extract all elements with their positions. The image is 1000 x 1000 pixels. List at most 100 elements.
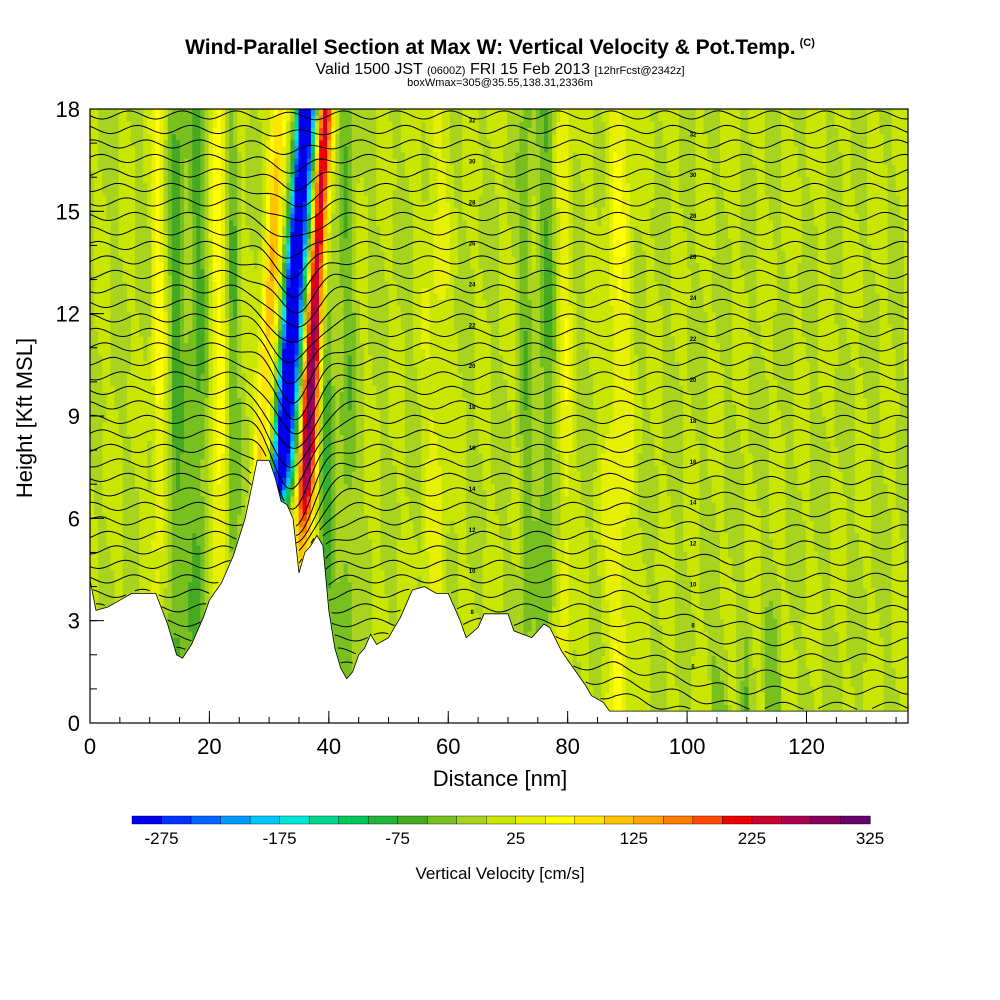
y-axis: 0 3 6 9 12 15 18 [56, 97, 104, 736]
title-text: Wind-Parallel Section at Max W: Vertical… [185, 36, 796, 59]
forecast-info: [12hrFcst@2342z] [594, 65, 684, 77]
theta-label: 26 [690, 255, 697, 261]
terrain [89, 459, 909, 724]
chart-title: Wind-Parallel Section at Max W: Vertical… [0, 36, 1000, 60]
x-tick-label: 100 [669, 734, 706, 759]
copyright-mark: (C) [800, 37, 815, 49]
theta-contour [90, 400, 908, 468]
colorbar-swatch [249, 815, 281, 825]
theta-contours [90, 110, 908, 710]
colorbar-swatch [308, 815, 340, 825]
theta-label: 28 [690, 214, 697, 220]
colorbar-swatch [456, 815, 487, 825]
x-tick-label: 120 [788, 734, 825, 759]
x-axis: 0 20 40 60 80 100 120 [84, 711, 897, 759]
colorbar-swatch [131, 815, 163, 825]
x-tick-label: 60 [436, 734, 460, 759]
theta-contour [90, 414, 908, 490]
theta-label: 14 [690, 501, 697, 507]
x-axis-label: Distance [nm] [0, 766, 1000, 792]
x-tick-label: 0 [84, 734, 96, 759]
theta-contour [90, 342, 908, 404]
theta-contour [90, 559, 908, 582]
theta-label: 16 [690, 460, 697, 466]
chart-subtitle: Valid 1500 JST (0600Z) FRI 15 Feb 2013 [… [0, 61, 1000, 79]
colorbar-tick-label: -275 [145, 829, 179, 848]
theta-label: 12 [469, 528, 476, 534]
colorbar-tick-label: -75 [385, 829, 410, 848]
colorbar-swatch [190, 815, 222, 825]
theta-label: 30 [469, 160, 476, 166]
theta-contour [90, 429, 908, 510]
theta-contour [173, 632, 908, 663]
theta-contour [90, 313, 908, 364]
colorbar-swatch [692, 815, 724, 825]
theta-contour-labels: 32 32 30 30 28 28 26 26 24 24 22 22 20 20 18 18 16 16 14 14… [469, 119, 697, 671]
y-tick-label: 6 [68, 506, 80, 531]
y-tick-label: 9 [68, 404, 80, 429]
theta-contour [90, 153, 908, 174]
theta-contour [90, 574, 908, 599]
valid-zulu: (0600Z) [427, 65, 466, 77]
theta-contour [90, 327, 908, 385]
theta-contour [90, 226, 908, 259]
theta-label: 18 [690, 419, 697, 425]
colorbar-swatch [279, 815, 310, 825]
y-tick-label: 15 [56, 199, 80, 224]
colorbar-tick-label: -175 [263, 829, 297, 848]
theta-contour [585, 676, 908, 710]
colorbar-swatch [338, 815, 369, 825]
y-tick-label: 0 [68, 711, 80, 736]
theta-contour [90, 356, 908, 421]
theta-label: 8 [691, 623, 695, 629]
theta-contour [340, 661, 908, 695]
theta-label: 14 [469, 487, 476, 493]
theta-contour [90, 458, 908, 536]
theta-contour [90, 110, 908, 121]
theta-label: 24 [469, 282, 476, 288]
theta-label: 32 [469, 119, 476, 125]
colorbar-tick-label: 225 [738, 829, 766, 848]
theta-contour [90, 269, 908, 314]
theta-contour [90, 516, 908, 537]
colorbar-swatch [486, 815, 517, 825]
theta-label: 22 [690, 337, 697, 343]
theta-contour [90, 501, 908, 564]
colorbar-swatch [367, 815, 399, 825]
theta-contour [90, 298, 908, 343]
theta-label: 26 [469, 241, 476, 247]
colorbar-swatch [604, 815, 635, 825]
colorbar-label: Vertical Velocity [cm/s] [0, 864, 1000, 884]
theta-contour [90, 487, 908, 551]
theta-label: 28 [469, 201, 476, 207]
y-tick-label: 18 [56, 97, 80, 122]
theta-contour [90, 545, 908, 566]
theta-contour [90, 139, 908, 156]
colorbar: -275 -175 -75 25 125 225 325 [131, 815, 884, 848]
theta-label: 16 [469, 446, 476, 452]
theta-label: 30 [690, 173, 697, 179]
x-tick-label: 80 [555, 734, 579, 759]
theta-label: 22 [469, 323, 476, 329]
theta-contour [600, 693, 691, 710]
theta-contour [90, 371, 908, 435]
colorbar-swatch [515, 815, 546, 825]
theta-label: 8 [470, 610, 474, 616]
theta-label: 12 [690, 542, 697, 548]
y-tick-label: 3 [68, 609, 80, 634]
theta-label: 24 [690, 296, 697, 302]
colorbar-swatch [574, 815, 605, 825]
theta-contour [90, 385, 908, 449]
theta-label: 20 [690, 378, 697, 384]
theta-label: 20 [469, 364, 476, 370]
colorbar-swatch [545, 815, 576, 825]
box-info: boxWmax=305@35.55,138.31,2336m [0, 77, 1000, 89]
theta-contour [90, 443, 908, 527]
theta-label: 10 [469, 569, 476, 575]
valid-time: Valid 1500 JST [315, 61, 422, 78]
colorbar-swatch [781, 815, 812, 825]
valid-date: FRI 15 Feb 2013 [470, 61, 590, 78]
theta-contour [90, 284, 908, 328]
colorbar-swatch [633, 815, 664, 825]
theta-contour [167, 617, 908, 647]
